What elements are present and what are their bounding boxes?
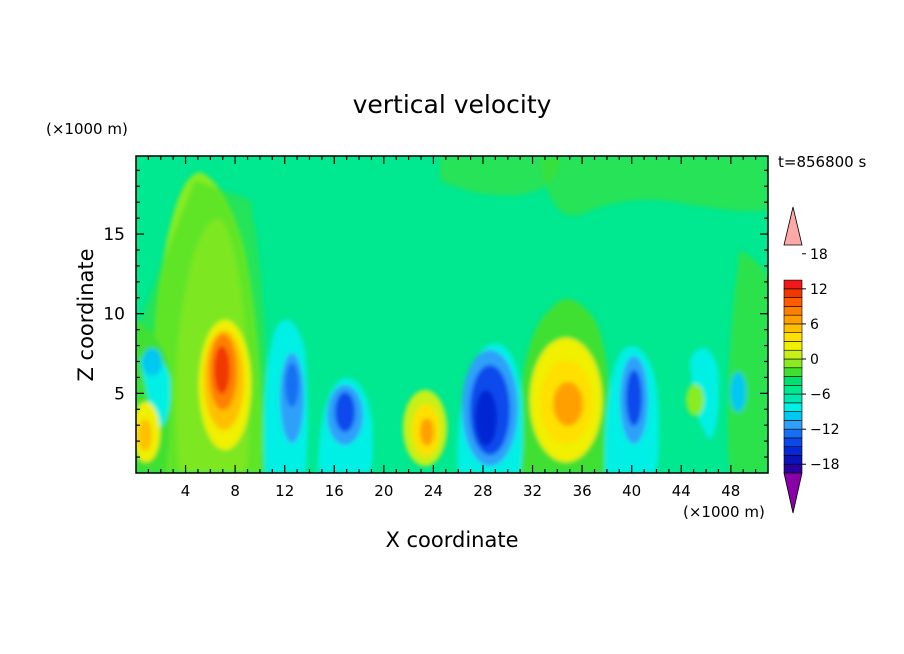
updraft-core-8-d xyxy=(214,346,230,394)
x-tick-label: 4 xyxy=(181,482,191,500)
colorbar-segment xyxy=(783,279,803,290)
y-unit-label: (×1000 m) xyxy=(46,120,128,138)
downdraft-16-core xyxy=(335,392,355,432)
x-tick-label: 24 xyxy=(424,482,443,500)
downdraft-48 xyxy=(730,372,746,412)
x-tick-label: 28 xyxy=(473,482,492,500)
colorbar-segment xyxy=(783,446,803,456)
x-tick-label: 44 xyxy=(672,482,691,500)
updraft-core-33-c xyxy=(553,382,583,426)
x-tick-label: 8 xyxy=(230,482,240,500)
colorbar-label: 0 xyxy=(810,352,819,368)
colorbar-segment xyxy=(783,297,803,307)
colorbar-segment xyxy=(783,420,803,430)
colorbar-segment xyxy=(783,411,803,421)
y-axis-label: Z coordinate xyxy=(74,248,98,381)
colorbar-min-arrow xyxy=(783,472,803,514)
colorbar-segment xyxy=(783,349,803,360)
colorbar-segment xyxy=(783,367,803,377)
x-unit-label: (×1000 m) xyxy=(683,503,765,521)
x-tick-label: 16 xyxy=(325,482,344,500)
colorbar-label: 6 xyxy=(810,317,819,333)
updraft-core-44 xyxy=(686,384,704,416)
x-axis: 4 8 12 16 20 24 28 32 36 40 44 48 xyxy=(147,156,757,500)
colorbar-segment xyxy=(783,314,803,325)
x-tick-label: 40 xyxy=(622,482,641,500)
colorbar-label: −12 xyxy=(810,422,840,438)
y-tick-label: 10 xyxy=(103,305,125,325)
colorbar-label: 18 xyxy=(810,247,828,263)
green-right-edge xyxy=(727,250,768,473)
x-tick-label: 32 xyxy=(523,482,542,500)
x-tick-label: 12 xyxy=(275,482,294,500)
colorbar-segment xyxy=(783,341,803,351)
upper-green-mid xyxy=(440,156,560,196)
x-tick-label: 20 xyxy=(374,482,393,500)
colorbar-max-arrow xyxy=(783,206,803,246)
x-axis-label: X coordinate xyxy=(385,528,518,552)
downdraft-28-core xyxy=(475,390,497,446)
colorbar-label: −18 xyxy=(810,457,840,473)
updraft-core-1-b xyxy=(138,419,152,451)
colorbar-label: 12 xyxy=(810,282,828,298)
colorbar-segment xyxy=(783,437,803,447)
colorbar-segment xyxy=(783,428,803,439)
y-tick-label: 15 xyxy=(103,225,125,245)
colorbar-segment xyxy=(783,385,803,395)
y-tick-label: 5 xyxy=(114,384,125,404)
colorbar-segment xyxy=(783,393,803,404)
x-tick-label: 36 xyxy=(573,482,592,500)
colorbar-segment xyxy=(783,323,803,333)
updraft-core-23-c xyxy=(420,418,434,446)
colorbar-segment xyxy=(783,288,803,298)
downdraft-40-core xyxy=(626,370,642,426)
downdraft-12-core xyxy=(285,363,299,407)
chart-title: vertical velocity xyxy=(353,90,552,119)
y-axis: 5 10 15 xyxy=(103,169,768,458)
cyan-patch-44 xyxy=(690,347,719,440)
colorbar-segment xyxy=(783,376,803,386)
colorbar-segment xyxy=(783,402,803,412)
plot-frame xyxy=(135,155,769,474)
x-tick-label: 48 xyxy=(721,482,740,500)
upper-green-right xyxy=(540,156,768,216)
downdraft-2 xyxy=(142,348,162,376)
colorbar-segment xyxy=(783,306,803,316)
contour-field xyxy=(136,156,768,473)
colorbar-segment xyxy=(783,463,803,474)
time-label: t=856800 s xyxy=(778,153,866,171)
colorbar: 18 12 6 0 −6 −12 −18 xyxy=(783,206,840,514)
colorbar-segment xyxy=(783,358,803,369)
colorbar-segment xyxy=(783,332,803,342)
colorbar-segment xyxy=(783,455,803,465)
colorbar-label: −6 xyxy=(810,387,831,403)
